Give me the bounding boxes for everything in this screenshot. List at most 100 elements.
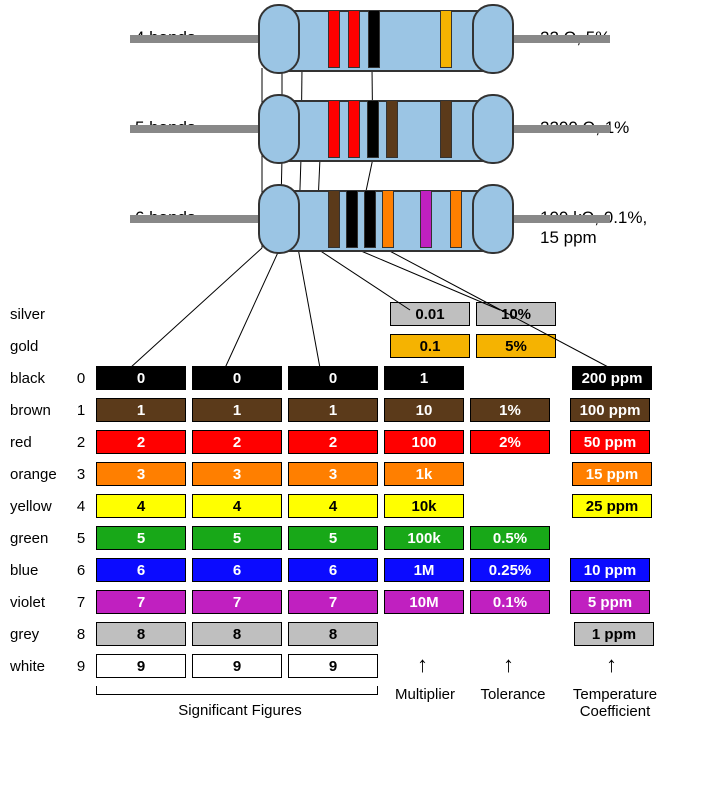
color-digit: 0 xyxy=(72,370,90,387)
multiplier-cell: 1M xyxy=(384,558,464,582)
band xyxy=(440,100,452,158)
resistor-diagram-area: 4 bands22 Ω, 5%5 bands2200 Ω, 1%6 bands1… xyxy=(70,10,709,300)
color-row-blue: blue66661M0.25%10 ppm xyxy=(10,556,709,584)
color-row-brown: brown1111101%100 ppm xyxy=(10,396,709,424)
tolerance-cell: 5% xyxy=(476,334,556,358)
multiplier-label: Multiplier xyxy=(385,686,465,703)
band xyxy=(328,190,340,248)
color-name: blue xyxy=(10,562,72,579)
sig-digit-2: 9 xyxy=(192,654,282,678)
color-digit: 7 xyxy=(72,594,90,611)
tempco-cell: 5 ppm xyxy=(570,590,650,614)
tolerance-cell: 10% xyxy=(476,302,556,326)
sig-digit-1: 1 xyxy=(96,398,186,422)
tolerance-cell: 2% xyxy=(470,430,550,454)
sig-digit-1: 8 xyxy=(96,622,186,646)
multiplier-cell: 1 xyxy=(384,366,464,390)
sig-digit-2: 0 xyxy=(192,366,282,390)
tempco-cell: 15 ppm xyxy=(572,462,652,486)
band xyxy=(382,190,394,248)
color-row-violet: violet777710M0.1%5 ppm xyxy=(10,588,709,616)
tempco-cell: 25 ppm xyxy=(572,494,652,518)
band xyxy=(368,10,380,68)
color-name: grey xyxy=(10,626,72,643)
color-name: brown xyxy=(10,402,72,419)
sig-digit-3: 3 xyxy=(288,462,378,486)
multiplier-cell: 10 xyxy=(384,398,464,422)
color-digit: 9 xyxy=(72,658,90,675)
sig-digit-2: 1 xyxy=(192,398,282,422)
color-name: green xyxy=(10,530,72,547)
color-row-silver: silver 0.0110% xyxy=(10,300,709,328)
multiplier-cell: 100 xyxy=(384,430,464,454)
tempco-cell: 100 ppm xyxy=(570,398,650,422)
color-name: red xyxy=(10,434,72,451)
band xyxy=(328,100,340,158)
sig-figures-brace xyxy=(96,686,378,695)
multiplier-cell: 1k xyxy=(384,462,464,486)
color-name: gold xyxy=(10,338,72,355)
sig-digit-2: 4 xyxy=(192,494,282,518)
band xyxy=(440,10,452,68)
band xyxy=(450,190,462,248)
sig-digit-2: 3 xyxy=(192,462,282,486)
color-row-black: black00001200 ppm xyxy=(10,364,709,392)
color-name: yellow xyxy=(10,498,72,515)
sig-digit-2: 5 xyxy=(192,526,282,550)
color-digit: 3 xyxy=(72,466,90,483)
sig-digit-3: 5 xyxy=(288,526,378,550)
tolerance-cell: 0.5% xyxy=(470,526,550,550)
color-row-grey: grey88881 ppm xyxy=(10,620,709,648)
sig-digit-1: 7 xyxy=(96,590,186,614)
sig-digit-3: 9 xyxy=(288,654,378,678)
tolerance-cell: 0.25% xyxy=(470,558,550,582)
sig-digit-1: 2 xyxy=(96,430,186,454)
color-row-yellow: yellow444410k25 ppm xyxy=(10,492,709,520)
tempco-label: Temperature Coefficient xyxy=(565,686,665,720)
sig-digit-3: 0 xyxy=(288,366,378,390)
sig-digit-1: 5 xyxy=(96,526,186,550)
multiplier-cell: 0.1 xyxy=(390,334,470,358)
sig-digit-3: 7 xyxy=(288,590,378,614)
band xyxy=(386,100,398,158)
color-name: silver xyxy=(10,306,72,323)
sig-digit-3: 2 xyxy=(288,430,378,454)
multiplier-cell: 10k xyxy=(384,494,464,518)
sig-digit-2: 7 xyxy=(192,590,282,614)
sig-digit-3: 1 xyxy=(288,398,378,422)
tempco-cell: 10 ppm xyxy=(570,558,650,582)
multiplier-cell: 100k xyxy=(384,526,464,550)
color-digit: 2 xyxy=(72,434,90,451)
band xyxy=(348,100,360,158)
tolerance-label: Tolerance xyxy=(468,686,558,703)
color-row-gold: gold 0.15% xyxy=(10,332,709,360)
sig-figures-label: Significant Figures xyxy=(150,702,330,719)
tempco-cell: 50 ppm xyxy=(570,430,650,454)
sig-digit-1: 4 xyxy=(96,494,186,518)
color-row-orange: orange33331k15 ppm xyxy=(10,460,709,488)
sig-digit-1: 9 xyxy=(96,654,186,678)
sig-digit-3: 4 xyxy=(288,494,378,518)
tolerance-cell: 0.1% xyxy=(470,590,550,614)
color-digit: 8 xyxy=(72,626,90,643)
tolerance-arrow: ↑ xyxy=(503,652,514,678)
sig-digit-3: 8 xyxy=(288,622,378,646)
multiplier-cell: 0.01 xyxy=(390,302,470,326)
band xyxy=(420,190,432,248)
tempco-arrow: ↑ xyxy=(606,652,617,678)
band xyxy=(364,190,376,248)
band xyxy=(328,10,340,68)
sig-digit-2: 8 xyxy=(192,622,282,646)
band xyxy=(346,190,358,248)
color-name: white xyxy=(10,658,72,675)
color-row-white: white9999 xyxy=(10,652,709,680)
color-name: violet xyxy=(10,594,72,611)
color-digit: 1 xyxy=(72,402,90,419)
sig-digit-1: 3 xyxy=(96,462,186,486)
band xyxy=(367,100,379,158)
color-name: orange xyxy=(10,466,72,483)
color-digit: 5 xyxy=(72,530,90,547)
color-row-green: green5555100k0.5% xyxy=(10,524,709,552)
band xyxy=(348,10,360,68)
tolerance-cell: 1% xyxy=(470,398,550,422)
